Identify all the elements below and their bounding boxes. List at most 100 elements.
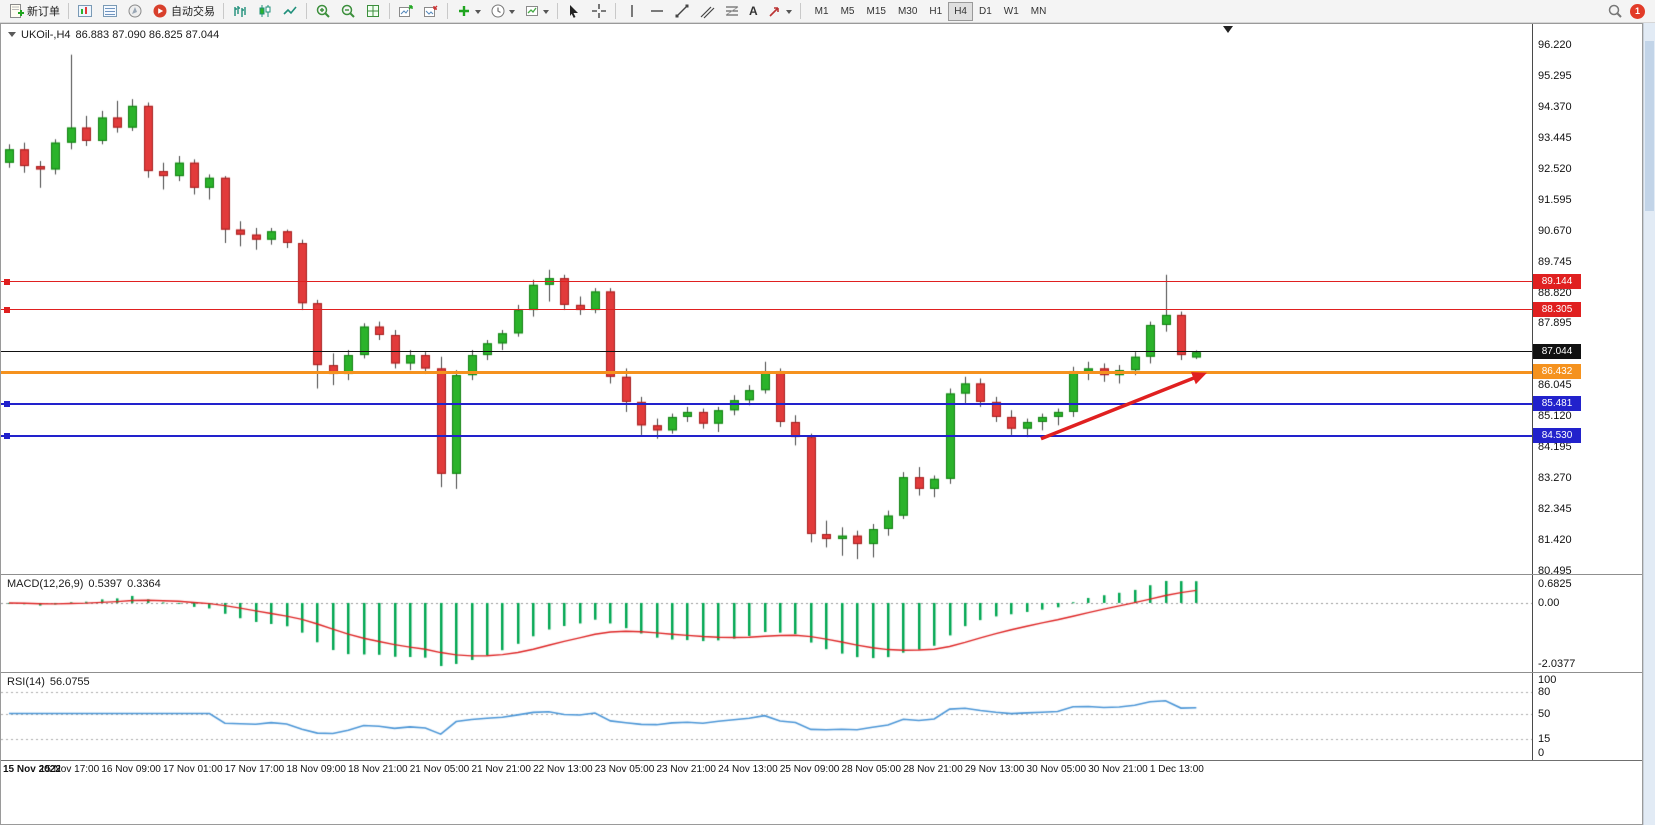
rsi-title: RSI(14) xyxy=(7,676,45,688)
time-label: 18 Nov 09:00 xyxy=(286,764,346,775)
support-line-2[interactable] xyxy=(1,435,1532,437)
toolbar-separator xyxy=(447,3,448,19)
channel-button[interactable] xyxy=(695,1,719,22)
timeframe-button-d1[interactable]: D1 xyxy=(973,2,998,21)
new-order-button[interactable]: 新订单 xyxy=(4,1,64,22)
symbol-period-label: UKOil-,H4 xyxy=(21,28,71,41)
resistance-line-1-handle[interactable] xyxy=(4,278,10,285)
horizontal-line-button[interactable] xyxy=(645,1,669,22)
chevron-down-icon xyxy=(543,9,549,17)
cursor-icon xyxy=(566,3,582,19)
arrow-objects-button[interactable] xyxy=(763,1,796,22)
macd-plot[interactable]: MACD(12,26,9) 0.5397 0.3364 xyxy=(1,575,1532,672)
price-axis[interactable]: 96.220 95.295 94.370 93.445 92.520 91.595 90.6… xyxy=(1532,24,1642,574)
timeframe-button-m15[interactable]: M15 xyxy=(860,2,891,21)
zoom-in-button[interactable] xyxy=(311,1,335,22)
fibonacci-button[interactable] xyxy=(720,1,744,22)
vertical-scrollbar[interactable] xyxy=(1643,23,1655,825)
resistance-line-2-tag: 88.305 xyxy=(1533,301,1581,317)
current-price-line-tag: 87.044 xyxy=(1533,343,1581,359)
chevron-down-icon xyxy=(509,9,515,17)
trendline-icon xyxy=(674,3,690,19)
time-label: 30 Nov 21:00 xyxy=(1088,764,1148,775)
autotrade-button[interactable]: 自动交易 xyxy=(148,1,219,22)
time-label: 25 Nov 09:00 xyxy=(779,764,840,775)
macd-canvas[interactable] xyxy=(1,575,1532,672)
chart-title: UKOil-,H4 86.883 87.090 86.825 87.044 xyxy=(8,28,219,41)
timeframe-button-mn[interactable]: MN xyxy=(1025,2,1053,21)
toolbar-separator xyxy=(799,3,801,19)
pivot-line[interactable] xyxy=(1,370,1532,374)
timeframe-button-m5[interactable]: M5 xyxy=(835,2,861,21)
macd-axis-label: -2.0377 xyxy=(1538,658,1576,670)
vertical-line-button[interactable] xyxy=(620,1,644,22)
price-plot[interactable]: UKOil-,H4 86.883 87.090 86.825 87.044 xyxy=(1,24,1532,574)
template-button[interactable] xyxy=(520,1,553,22)
line-chart-button[interactable] xyxy=(278,1,302,22)
pivot-line-tag: 86.432 xyxy=(1533,364,1581,380)
resistance-line-1[interactable] xyxy=(1,281,1532,283)
support-line-1[interactable] xyxy=(1,403,1532,406)
macd-axis[interactable]: 0.6825 0.00 -2.0377 xyxy=(1532,575,1642,672)
timeframe-button-m30[interactable]: M30 xyxy=(892,2,923,21)
new-order-icon xyxy=(8,3,24,19)
support-line-2-handle[interactable] xyxy=(4,433,10,439)
navigator-button[interactable] xyxy=(123,1,147,22)
price-axis-label: 84.195 xyxy=(1538,441,1572,454)
timeframe-button-m1[interactable]: M1 xyxy=(809,2,835,21)
time-label: 23 Nov 05:00 xyxy=(594,764,655,775)
time-label: 28 Nov 21:00 xyxy=(903,764,963,775)
period-button[interactable] xyxy=(486,1,519,22)
chart-shift-marker[interactable] xyxy=(1223,26,1233,38)
bottom-filler xyxy=(1,778,1642,824)
bar-chart-button[interactable] xyxy=(228,1,252,22)
zoom-out-button[interactable] xyxy=(336,1,360,22)
support-line-1-handle[interactable] xyxy=(4,401,10,408)
notification-badge[interactable]: 1 xyxy=(1630,3,1645,19)
time-label: 21 Nov 21:00 xyxy=(471,764,531,775)
chart-down-arrow-icon xyxy=(423,3,439,19)
trend-arrow[interactable] xyxy=(1,24,1532,574)
chart-arrange-button[interactable] xyxy=(394,1,418,22)
price-axis-label: 86.045 xyxy=(1538,379,1572,392)
candlestick-canvas[interactable] xyxy=(1,24,1532,574)
trendline-button[interactable] xyxy=(670,1,694,22)
timeframe-button-h1[interactable]: H1 xyxy=(923,2,948,21)
time-label: 29 Nov 13:00 xyxy=(964,764,1025,775)
time-label: 1 Dec 13:00 xyxy=(1149,764,1204,775)
autotrade-icon xyxy=(152,3,168,19)
ohlc-values: 86.883 87.090 86.825 87.044 xyxy=(75,28,220,41)
rsi-axis[interactable]: 100 80 50 15 0 xyxy=(1532,673,1642,760)
search-icon[interactable] xyxy=(1607,3,1623,19)
chevron-down-icon xyxy=(785,9,792,17)
rsi-canvas[interactable] xyxy=(1,673,1532,760)
chart-cascade-button[interactable] xyxy=(419,1,443,22)
timeframe-button-h4[interactable]: H4 xyxy=(948,1,973,21)
rsi-panel: RSI(14) 56.0755 100 80 50 15 0 xyxy=(1,672,1642,760)
macd-title: MACD(12,26,9) xyxy=(7,578,84,590)
candlestick-chart-button[interactable] xyxy=(253,1,277,22)
timeframe-button-w1[interactable]: W1 xyxy=(998,2,1025,21)
resistance-line-2-handle[interactable] xyxy=(4,306,10,313)
cursor-button[interactable] xyxy=(562,1,586,22)
time-label: 17 Nov 01:00 xyxy=(163,764,223,775)
tile-windows-button[interactable] xyxy=(361,1,385,22)
add-indicator-button[interactable] xyxy=(452,1,485,22)
resistance-line-2[interactable] xyxy=(1,309,1532,311)
rsi-value: 56.0755 xyxy=(49,676,90,688)
text-tool-button[interactable]: A xyxy=(745,1,762,22)
time-axis[interactable]: 15 Nov 2022 15 Nov 17:00 16 Nov 09:00 17 No… xyxy=(1,760,1642,778)
scrollbar-thumb[interactable] xyxy=(1645,41,1654,211)
time-label: 28 Nov 05:00 xyxy=(841,764,902,775)
time-label: 18 Nov 21:00 xyxy=(348,764,408,775)
current-price-line[interactable] xyxy=(1,351,1532,353)
crosshair-button[interactable] xyxy=(587,1,611,22)
symbol-dropdown-icon[interactable] xyxy=(8,32,16,41)
rsi-plot[interactable]: RSI(14) 56.0755 xyxy=(1,673,1532,760)
macd-label: MACD(12,26,9) 0.5397 0.3364 xyxy=(7,578,161,590)
macd-axis-label: 0.6825 xyxy=(1538,578,1572,590)
new-chart-button[interactable] xyxy=(73,1,97,22)
toolbar-separator xyxy=(557,3,558,19)
new-order-label: 新订单 xyxy=(27,6,60,18)
market-watch-button[interactable] xyxy=(98,1,122,22)
